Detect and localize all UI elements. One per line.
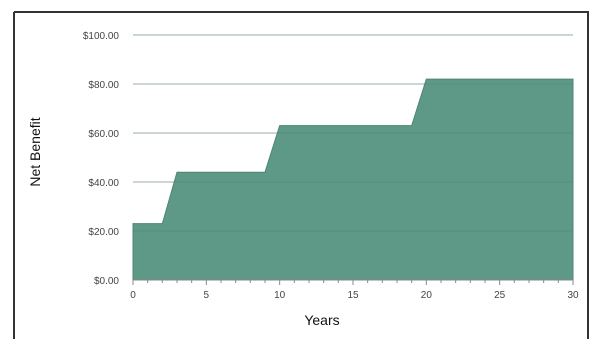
- y-tick-label-60: $60.00: [88, 129, 119, 140]
- x-tick-label-25: 25: [494, 290, 506, 301]
- y-tick-labels: $0.00 $20.00 $40.00 $60.00 $80.00 $100.00: [83, 31, 120, 287]
- x-axis: [132, 279, 574, 285]
- y-axis-title: Net Benefit: [27, 117, 43, 186]
- y-tick-label-100: $100.00: [83, 31, 120, 42]
- x-tick-label-20: 20: [421, 290, 433, 301]
- x-tick-label-30: 30: [567, 290, 579, 301]
- x-tick-label-5: 5: [204, 290, 210, 301]
- y-tick-label-0: $0.00: [94, 276, 119, 287]
- x-tick-label-15: 15: [347, 290, 359, 301]
- area-series: [132, 34, 574, 281]
- x-tick-label-0: 0: [130, 290, 136, 301]
- x-tick-labels: 0 5 10 15 20 25 30: [130, 290, 579, 301]
- x-axis-title: Years: [304, 312, 339, 328]
- y-tick-label-80: $80.00: [88, 80, 119, 91]
- y-tick-label-40: $40.00: [88, 178, 119, 189]
- area-series-0: [132, 78, 574, 281]
- y-tick-label-20: $20.00: [88, 227, 119, 238]
- x-tick-label-10: 10: [274, 290, 286, 301]
